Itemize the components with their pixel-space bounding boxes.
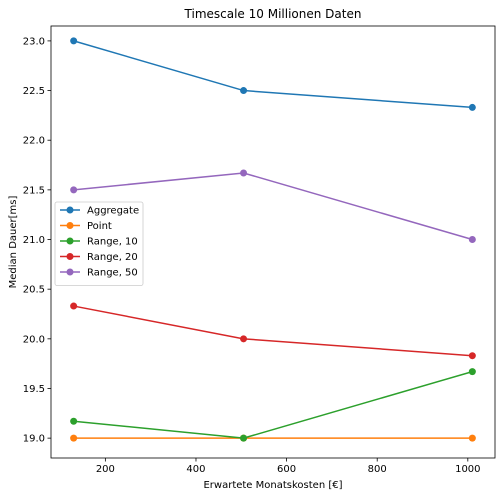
data-point-range-20 [240,335,247,342]
y-tick-label: 22.5 [23,86,45,97]
legend-entry-label: Range, 10 [87,237,138,248]
chart-title: Timescale 10 Millionen Daten [184,7,362,21]
data-point-range-50 [240,169,247,176]
data-point-range-50 [469,236,476,243]
y-tick-label: 22.0 [23,136,45,147]
legend-swatch-marker [67,207,74,214]
data-point-range-10 [70,418,77,425]
legend-swatch-marker [67,222,74,229]
series-line-aggregate [74,41,473,108]
legend-entry-label: Aggregate [87,206,139,217]
data-point-aggregate [469,104,476,111]
x-tick-label: 400 [186,464,205,475]
data-point-aggregate [70,37,77,44]
data-point-range-20 [469,352,476,359]
y-axis-label: Median Dauer[ms] [8,196,19,289]
legend-swatch-marker [67,269,74,276]
x-tick-label: 1000 [455,464,480,475]
y-tick-label: 21.0 [23,235,45,246]
data-point-range-50 [70,186,77,193]
y-tick-label: 21.5 [23,185,45,196]
legend-swatch-marker [67,238,74,245]
data-point-range-10 [240,435,247,442]
legend-entry-label: Point [87,221,112,232]
y-tick-label: 19.0 [23,434,45,445]
x-tick-label: 200 [96,464,115,475]
legend: Aggregate Point Range, 10 Range, 20 Range, 5… [55,202,143,286]
data-point-point [70,435,77,442]
x-axis: 200 400 600 800 1000 [96,458,481,475]
legend-entry-label: Range, 50 [87,268,138,279]
series-line-range-20 [74,306,473,356]
legend-swatch-marker [67,253,74,260]
y-tick-label: 20.5 [23,285,45,296]
data-point-aggregate [240,87,247,94]
y-tick-label: 19.5 [23,384,45,395]
data-point-range-20 [70,303,77,310]
x-tick-label: 800 [368,464,387,475]
y-tick-label: 20.0 [23,334,45,345]
y-axis: 19.0 19.5 20.0 20.5 21.0 21.5 22.0 22.5 23.0 [23,36,51,444]
legend-entry-label: Range, 20 [87,252,138,263]
y-tick-label: 23.0 [23,36,45,47]
data-point-range-10 [469,368,476,375]
data-point-point [469,435,476,442]
x-tick-label: 600 [277,464,296,475]
series-line-range-10 [74,372,473,439]
x-axis-label: Erwartete Monatskosten [€] [203,480,342,491]
